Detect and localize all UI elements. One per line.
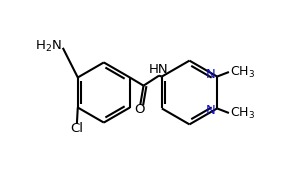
Text: HN: HN xyxy=(148,63,168,76)
Text: CH$_3$: CH$_3$ xyxy=(231,105,255,121)
Text: N: N xyxy=(206,104,216,117)
Text: H$_2$N: H$_2$N xyxy=(35,39,62,55)
Text: CH$_3$: CH$_3$ xyxy=(231,64,255,80)
Text: N: N xyxy=(206,68,216,81)
Text: O: O xyxy=(134,103,145,116)
Text: Cl: Cl xyxy=(70,122,84,135)
